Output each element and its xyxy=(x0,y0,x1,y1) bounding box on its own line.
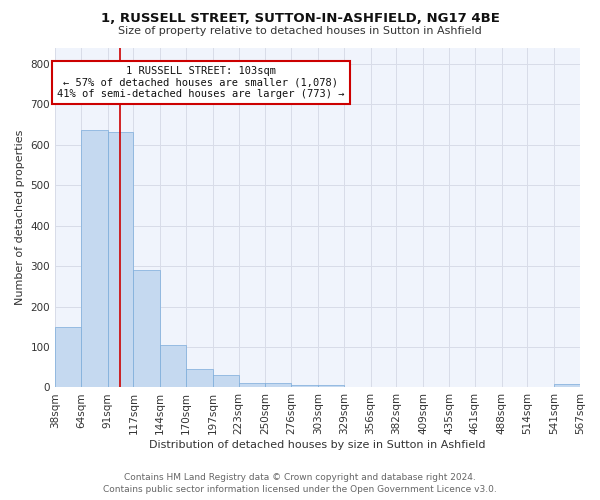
X-axis label: Distribution of detached houses by size in Sutton in Ashfield: Distribution of detached houses by size … xyxy=(149,440,486,450)
Bar xyxy=(318,386,344,388)
Bar xyxy=(291,386,318,388)
Bar xyxy=(81,130,107,388)
Bar xyxy=(107,132,133,388)
Bar xyxy=(160,345,186,388)
Bar xyxy=(554,384,580,388)
Bar xyxy=(133,270,160,388)
Text: 1 RUSSELL STREET: 103sqm
← 57% of detached houses are smaller (1,078)
41% of sem: 1 RUSSELL STREET: 103sqm ← 57% of detach… xyxy=(57,66,344,99)
Text: 1, RUSSELL STREET, SUTTON-IN-ASHFIELD, NG17 4BE: 1, RUSSELL STREET, SUTTON-IN-ASHFIELD, N… xyxy=(101,12,499,26)
Bar xyxy=(55,327,81,388)
Y-axis label: Number of detached properties: Number of detached properties xyxy=(15,130,25,305)
Bar xyxy=(239,384,265,388)
Text: Size of property relative to detached houses in Sutton in Ashfield: Size of property relative to detached ho… xyxy=(118,26,482,36)
Bar xyxy=(265,384,291,388)
Text: Contains HM Land Registry data © Crown copyright and database right 2024.
Contai: Contains HM Land Registry data © Crown c… xyxy=(103,472,497,494)
Bar xyxy=(186,369,213,388)
Bar xyxy=(213,376,239,388)
